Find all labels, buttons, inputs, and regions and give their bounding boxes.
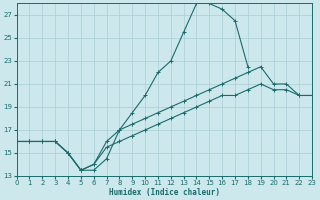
X-axis label: Humidex (Indice chaleur): Humidex (Indice chaleur) <box>109 188 220 197</box>
